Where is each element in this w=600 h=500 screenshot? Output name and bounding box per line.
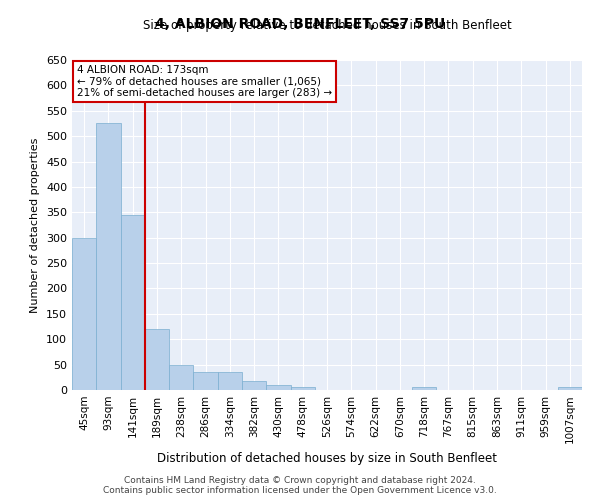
Bar <box>412 388 436 390</box>
Text: 4 ALBION ROAD: 173sqm
← 79% of detached houses are smaller (1,065)
21% of semi-d: 4 ALBION ROAD: 173sqm ← 79% of detached … <box>77 65 332 98</box>
Bar <box>266 385 290 390</box>
Bar <box>169 364 193 390</box>
Bar <box>218 372 242 390</box>
Bar <box>72 238 96 390</box>
Bar <box>145 329 169 390</box>
Text: 4, ALBION ROAD, BENFLEET, SS7 5PU: 4, ALBION ROAD, BENFLEET, SS7 5PU <box>155 18 445 32</box>
Text: Contains HM Land Registry data © Crown copyright and database right 2024.
Contai: Contains HM Land Registry data © Crown c… <box>103 476 497 495</box>
Bar <box>558 388 582 390</box>
Bar <box>193 372 218 390</box>
Bar <box>290 388 315 390</box>
Y-axis label: Number of detached properties: Number of detached properties <box>31 138 40 312</box>
Bar <box>96 124 121 390</box>
Title: Size of property relative to detached houses in South Benfleet: Size of property relative to detached ho… <box>143 20 511 32</box>
X-axis label: Distribution of detached houses by size in South Benfleet: Distribution of detached houses by size … <box>157 452 497 464</box>
Bar <box>121 215 145 390</box>
Bar <box>242 381 266 390</box>
